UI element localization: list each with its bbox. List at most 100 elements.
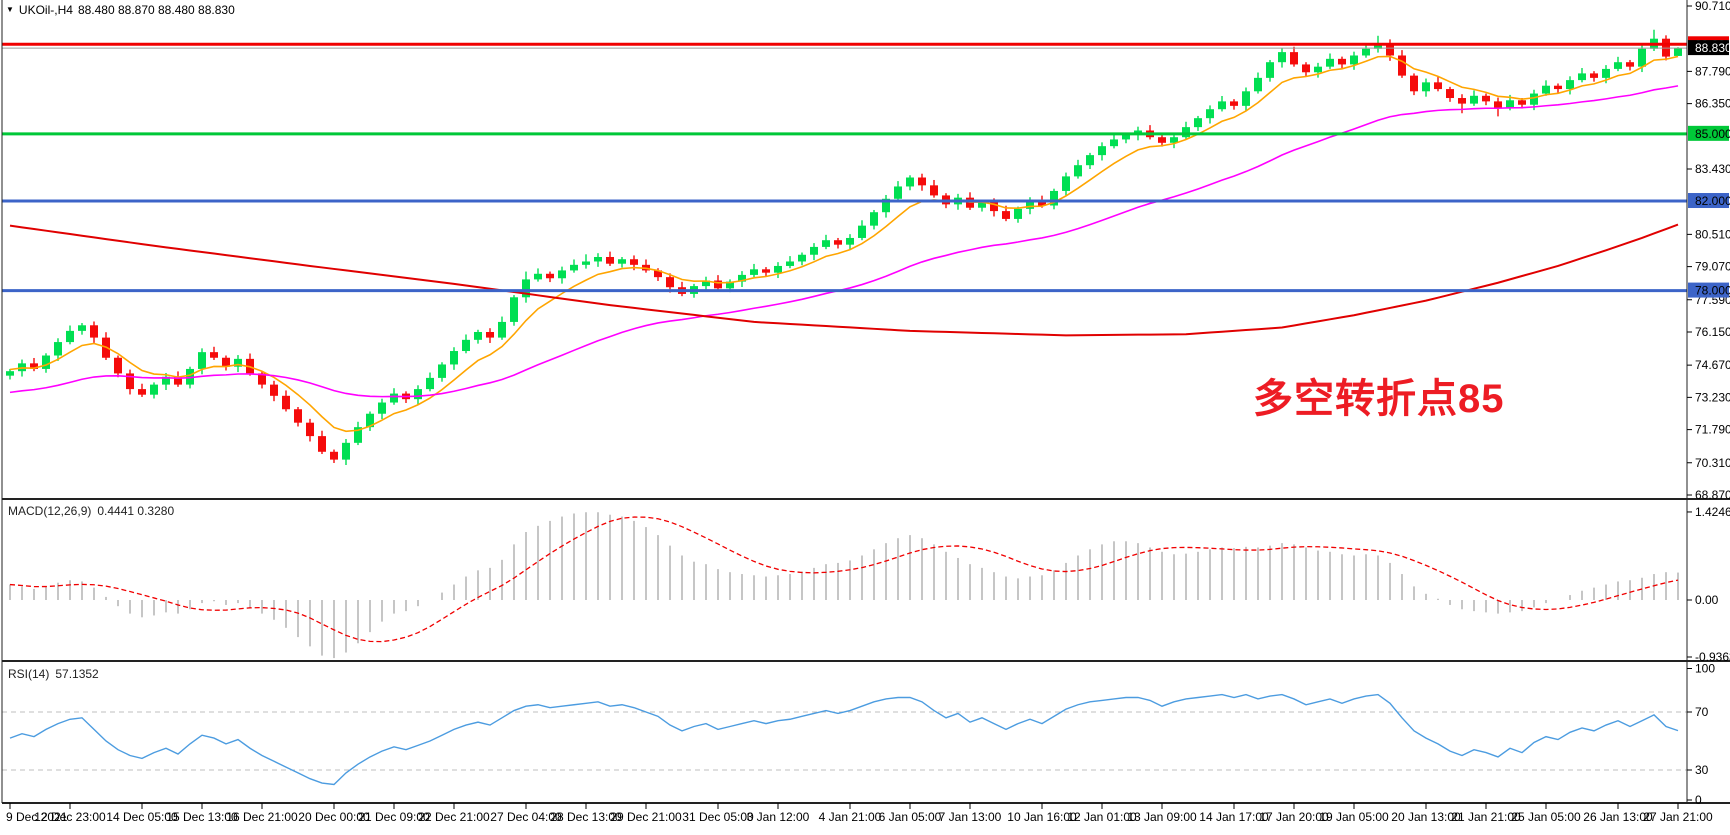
price-badge[interactable] bbox=[1688, 193, 1729, 209]
time-tick-label[interactable]: 15 Dec 13:00 bbox=[166, 810, 238, 824]
time-tick-label[interactable]: 13 Jan 09:00 bbox=[1127, 810, 1197, 824]
candle-up bbox=[1614, 62, 1622, 69]
time-tick-label[interactable]: 7 Jan 13:00 bbox=[939, 810, 1002, 824]
time-tick-label[interactable]: 26 Jan 13:00 bbox=[1583, 810, 1653, 824]
macd-tick-label: 0.00 bbox=[1695, 593, 1719, 607]
price-tick-label: 87.790 bbox=[1695, 64, 1730, 78]
candle-down bbox=[1002, 211, 1010, 219]
candle-down bbox=[270, 384, 278, 396]
candle-down bbox=[1398, 55, 1406, 76]
candle-down bbox=[210, 352, 218, 358]
candle-up bbox=[450, 351, 458, 365]
time-tick-label[interactable]: 3 Jan 12:00 bbox=[747, 810, 810, 824]
candle-up bbox=[1122, 134, 1130, 140]
symbol-title: UKOil-,H4 bbox=[18, 3, 73, 17]
time-tick-label[interactable]: 25 Jan 05:00 bbox=[1511, 810, 1581, 824]
price-badge-label: 82.000 bbox=[1695, 194, 1730, 208]
candle-down bbox=[30, 363, 38, 369]
macd-tick-label: 1.4246 bbox=[1695, 505, 1730, 519]
macd-indicator-label: MACD(12,26,9) 0.4441 0.3280 bbox=[8, 504, 174, 518]
candle-up bbox=[534, 273, 542, 280]
rsi-value: 57.1352 bbox=[55, 667, 99, 681]
time-tick-label[interactable]: 14 Dec 05:00 bbox=[106, 810, 178, 824]
candle-down bbox=[330, 451, 338, 460]
ohlc-readout: 88.480 88.870 88.480 88.830 bbox=[77, 3, 235, 17]
chevron-down-icon[interactable]: ▼ bbox=[6, 5, 14, 14]
time-tick-label[interactable]: 9 Dec 2021 bbox=[6, 810, 68, 824]
time-tick-label[interactable]: 12 Jan 01:00 bbox=[1067, 810, 1137, 824]
candle-down bbox=[1302, 64, 1310, 73]
candle-up bbox=[582, 261, 590, 265]
candle-up bbox=[978, 202, 986, 208]
candle-down bbox=[486, 331, 494, 338]
time-tick-label[interactable]: 27 Dec 04:00 bbox=[490, 810, 562, 824]
candle-down bbox=[990, 202, 998, 212]
macd-tick-label: -0.9363 bbox=[1695, 650, 1730, 664]
candle-down bbox=[546, 273, 554, 279]
candle-up bbox=[462, 339, 470, 352]
candle-up bbox=[618, 259, 626, 264]
ma-fast-line bbox=[9, 55, 1679, 433]
candle-up bbox=[1602, 68, 1610, 78]
candle-up bbox=[1194, 118, 1202, 128]
price-badge[interactable] bbox=[1688, 282, 1729, 298]
time-tick-label[interactable]: 21 Jan 21:00 bbox=[1451, 810, 1521, 824]
time-tick-label[interactable]: 20 Dec 00:00 bbox=[298, 810, 370, 824]
time-tick-label[interactable]: 20 Jan 13:00 bbox=[1391, 810, 1461, 824]
rsi-name: RSI(14) bbox=[8, 667, 50, 681]
candle-up bbox=[1242, 91, 1250, 106]
time-tick-label[interactable]: 28 Dec 13:00 bbox=[550, 810, 622, 824]
candle-up bbox=[738, 274, 746, 282]
candle-down bbox=[90, 325, 98, 338]
candle-up bbox=[1314, 66, 1322, 73]
candle-up bbox=[186, 368, 194, 385]
time-tick-label[interactable]: 4 Jan 21:00 bbox=[819, 810, 882, 824]
candle-up bbox=[1470, 95, 1478, 104]
candle-down bbox=[114, 357, 122, 374]
candle-up bbox=[390, 393, 398, 403]
candle-up bbox=[1026, 201, 1034, 209]
time-tick-label[interactable]: 22 Dec 21:00 bbox=[418, 810, 490, 824]
candle-down bbox=[1554, 85, 1562, 90]
candle-up bbox=[750, 269, 758, 275]
time-tick-label[interactable]: 12 Dec 23:00 bbox=[34, 810, 106, 824]
candle-up bbox=[1566, 80, 1574, 90]
candle-up bbox=[498, 321, 506, 338]
time-tick-label[interactable]: 27 Jan 21:00 bbox=[1643, 810, 1713, 824]
time-tick-label[interactable]: 17 Jan 20:00 bbox=[1259, 810, 1329, 824]
time-tick-label[interactable]: 21 Dec 09:00 bbox=[358, 810, 430, 824]
candle-up bbox=[786, 261, 794, 266]
candle-up bbox=[1086, 155, 1094, 166]
rsi-tick-label: 100 bbox=[1695, 662, 1715, 676]
price-tick-label: 74.670 bbox=[1695, 358, 1730, 372]
candle-up bbox=[66, 330, 74, 343]
time-tick-label[interactable]: 6 Jan 05:00 bbox=[879, 810, 942, 824]
price-badge[interactable] bbox=[1688, 125, 1729, 141]
ma-slow-line bbox=[9, 223, 1679, 337]
candle-up bbox=[438, 364, 446, 378]
candle-up bbox=[774, 265, 782, 273]
time-tick-label[interactable]: 31 Dec 05:00 bbox=[682, 810, 754, 824]
time-tick-label[interactable]: 10 Jan 16:00 bbox=[1007, 810, 1077, 824]
price-badge-label: 88.830 bbox=[1695, 41, 1730, 55]
price-badge-label: 78.000 bbox=[1695, 284, 1730, 298]
candle-up bbox=[822, 240, 830, 247]
candle-down bbox=[834, 240, 842, 245]
price-tick-label: 70.310 bbox=[1695, 456, 1730, 470]
price-tick-label: 76.150 bbox=[1695, 325, 1730, 339]
candle-up bbox=[1674, 48, 1682, 56]
time-tick-label[interactable]: 19 Jan 05:00 bbox=[1319, 810, 1389, 824]
time-tick-label[interactable]: 14 Jan 17:00 bbox=[1199, 810, 1269, 824]
candle-up bbox=[474, 331, 482, 340]
price-tick-label: 68.870 bbox=[1695, 488, 1730, 502]
candle-up bbox=[798, 254, 806, 262]
price-badge[interactable] bbox=[1688, 40, 1729, 56]
candle-up bbox=[414, 389, 422, 400]
time-tick-label[interactable]: 29 Dec 21:00 bbox=[610, 810, 682, 824]
candle-up bbox=[42, 355, 50, 369]
time-tick-label[interactable]: 16 Dec 21:00 bbox=[226, 810, 298, 824]
candle-down bbox=[762, 269, 770, 273]
candle-up bbox=[594, 256, 602, 262]
